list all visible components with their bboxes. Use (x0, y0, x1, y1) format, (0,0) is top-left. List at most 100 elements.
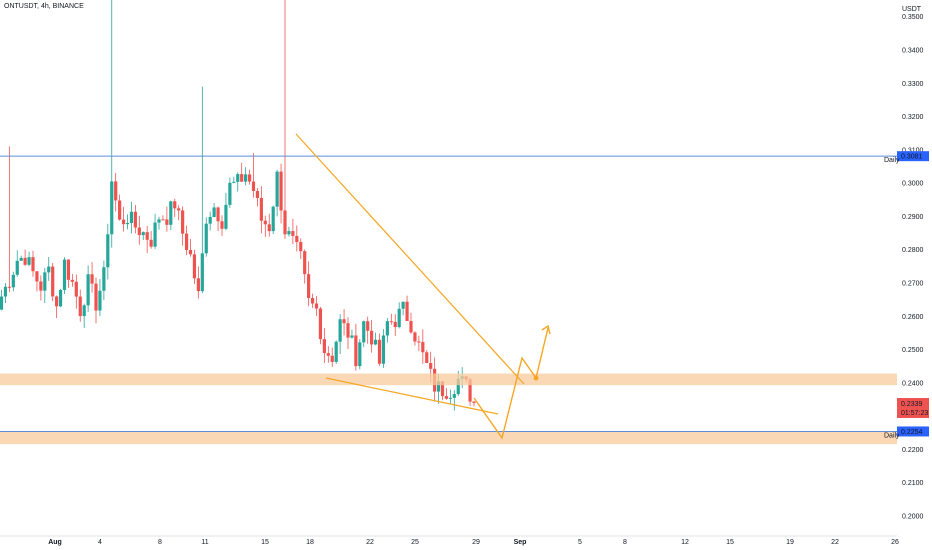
candle-body (43, 272, 47, 291)
candle-body (125, 223, 130, 225)
candle-body (118, 200, 122, 220)
candles-layer (0, 0, 476, 411)
candle-body (192, 254, 197, 279)
time-tick: 26 (891, 539, 899, 546)
candle-body (413, 332, 417, 342)
candle-body (173, 201, 177, 209)
candle-body (393, 321, 397, 328)
candle-body (129, 211, 134, 224)
candle-body (326, 353, 330, 356)
candle-body (121, 219, 126, 225)
countdown-value: 01:57:23 (901, 410, 928, 417)
candle-body (161, 219, 165, 221)
wedge-lower-line (325, 377, 499, 415)
candle-body (200, 253, 204, 292)
candle-body (310, 298, 315, 304)
candle-body (137, 227, 141, 236)
candle-body (452, 394, 456, 398)
candle-body (94, 283, 98, 311)
candle-body (279, 171, 283, 211)
price-tick: 0.2800 (902, 247, 924, 254)
candle-body (409, 320, 413, 333)
candle-body (110, 181, 114, 235)
candle-body (220, 221, 224, 229)
candle-body (208, 216, 212, 224)
daily-level-value: 0.3081 (901, 154, 923, 161)
drawings-layer (295, 133, 551, 440)
candle-body (181, 210, 185, 234)
time-tick: Sep (514, 539, 527, 546)
daily-level-badge (897, 151, 929, 162)
candle-body (373, 339, 378, 345)
candle-body (389, 321, 393, 323)
daily-level-tag: Daily (884, 157, 900, 164)
candle-body (78, 296, 82, 317)
candle-body (224, 204, 228, 229)
candle-body (334, 341, 338, 362)
price-tick: 0.3400 (902, 48, 924, 55)
price-tick: 0.3300 (902, 81, 924, 88)
candle-body (157, 219, 161, 223)
time-axis: Aug 4 8 11 15 18 22 25 29 Sep 5 8 12 15 19 22 26 (0, 535, 899, 546)
candle-body (7, 286, 11, 288)
candle-body (177, 208, 181, 211)
price-tick: 0.2700 (902, 281, 924, 288)
candle-body (232, 181, 236, 183)
symbol-title: ONTUSDT, 4h, BINANCE (4, 3, 84, 10)
candle-body (468, 379, 472, 402)
candle-body (66, 259, 71, 280)
current-price-value: 0.2339 (901, 401, 923, 408)
time-tick: 22 (831, 539, 839, 546)
lower-zone (0, 431, 897, 445)
candle-body (287, 231, 291, 235)
candle-body (314, 303, 319, 309)
price-tick: 0.3000 (902, 181, 924, 188)
candle-body (35, 271, 39, 282)
candle-body (82, 305, 86, 317)
candle-body (169, 201, 173, 225)
candle-body (275, 171, 279, 207)
time-tick: 8 (623, 539, 627, 546)
candle-body (141, 232, 145, 236)
candle-body (267, 224, 271, 232)
levels-layer (0, 155, 897, 445)
candle-body (436, 381, 441, 392)
candle-body (421, 342, 425, 353)
candle-body (102, 267, 106, 291)
candle-body (204, 223, 208, 254)
projection-node (533, 375, 539, 381)
time-tick: 19 (786, 539, 794, 546)
candle-body (212, 207, 216, 217)
candle-body (90, 274, 94, 284)
candle-body (133, 211, 137, 228)
candle-body (342, 319, 346, 324)
candle-body (196, 278, 200, 292)
candle-body (263, 220, 267, 225)
lower-level-value: 0.2254 (901, 429, 923, 436)
candle-body (70, 279, 74, 282)
candle-body (31, 257, 35, 272)
candle-body (216, 207, 220, 222)
price-tick: 0.2500 (902, 347, 924, 354)
candle-body (370, 330, 374, 345)
candle-body (165, 219, 169, 225)
candle-body (381, 335, 386, 364)
candle-body (184, 233, 189, 250)
price-tick: 0.2900 (902, 214, 924, 221)
time-tick: 5 (578, 539, 582, 546)
candle-body (251, 181, 256, 192)
candle-body (244, 174, 248, 182)
candle-body (106, 234, 110, 268)
candle-body (330, 355, 334, 362)
candle-body (283, 210, 287, 235)
candle-body (425, 352, 429, 364)
price-tick: 0.3500 (902, 14, 924, 21)
candle-body (188, 249, 193, 255)
price-axis-bg (897, 0, 932, 550)
candle-body (0, 296, 4, 310)
candle-body (19, 257, 23, 261)
candle-body (240, 174, 244, 182)
candle-body (444, 396, 449, 399)
candle-body (299, 242, 303, 252)
